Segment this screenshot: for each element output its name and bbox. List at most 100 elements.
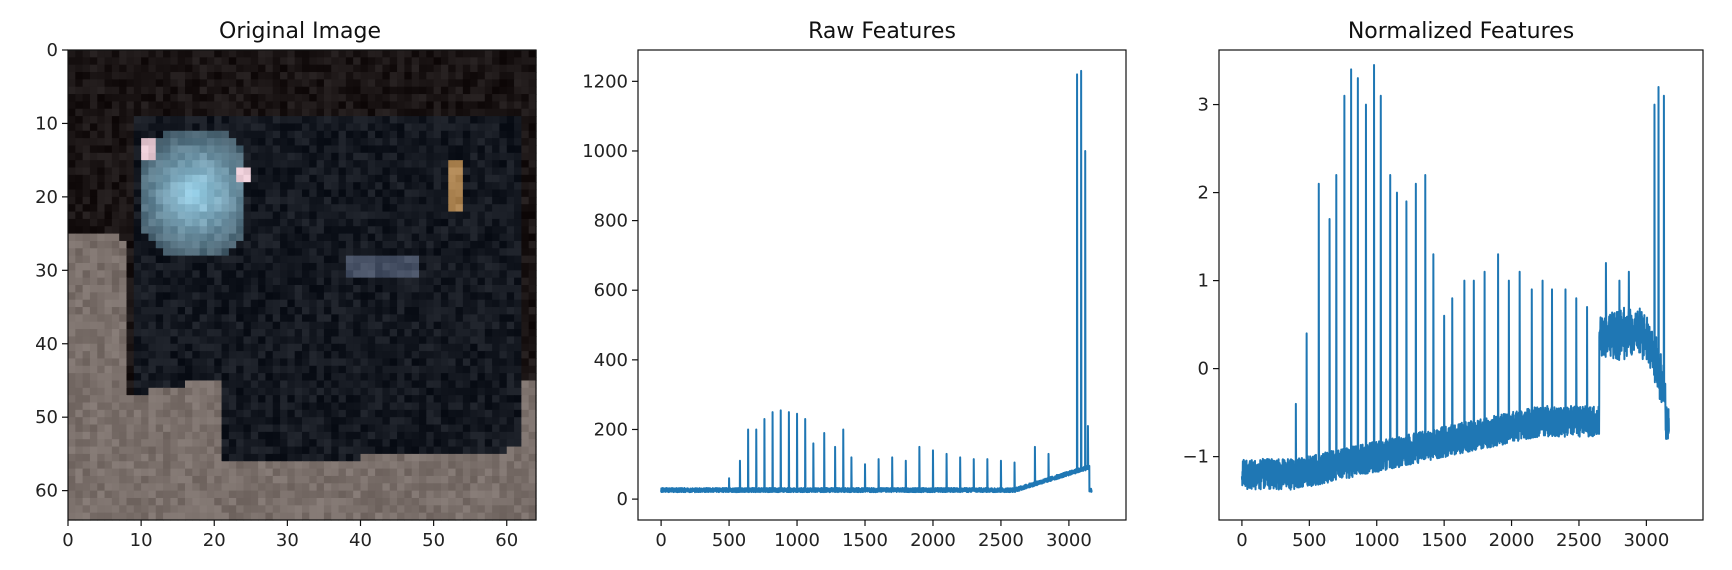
image-pixel	[199, 424, 208, 433]
image-pixel	[133, 439, 142, 448]
image-pixel	[155, 94, 164, 103]
image-pixel	[228, 373, 237, 382]
image-pixel	[214, 240, 223, 249]
image-pixel	[521, 174, 530, 183]
image-pixel	[68, 358, 76, 367]
image-pixel	[170, 395, 179, 404]
image-pixel	[104, 218, 113, 227]
image-pixel	[89, 307, 98, 315]
image-pixel	[68, 108, 76, 117]
image-pixel	[97, 314, 106, 323]
image-pixel	[455, 240, 464, 249]
image-pixel	[97, 461, 106, 470]
image-pixel	[367, 373, 376, 382]
image-pixel	[389, 453, 398, 462]
image-pixel	[323, 380, 332, 389]
image-pixel	[426, 351, 435, 360]
image-pixel	[236, 79, 245, 88]
image-pixel	[97, 270, 106, 279]
image-pixel	[236, 395, 245, 404]
image-pixel	[345, 240, 354, 249]
image-pixel	[236, 233, 245, 242]
image-pixel	[397, 395, 405, 404]
image-pixel	[214, 152, 223, 161]
image-pixel	[492, 152, 501, 161]
image-pixel	[338, 475, 347, 484]
image-pixel	[433, 101, 442, 110]
image-pixel	[404, 424, 413, 433]
image-pixel	[397, 130, 405, 139]
image-pixel	[294, 174, 303, 183]
image-pixel	[294, 86, 303, 95]
image-pixel	[360, 512, 369, 521]
image-pixel	[331, 321, 340, 330]
image-pixel	[97, 307, 106, 315]
image-pixel	[455, 130, 464, 139]
image-pixel	[250, 138, 259, 147]
image-pixel	[426, 373, 435, 382]
image-pixel	[448, 343, 457, 352]
image-pixel	[280, 94, 288, 103]
image-pixel	[360, 79, 369, 88]
image-pixel	[309, 123, 318, 132]
image-pixel	[155, 343, 164, 352]
image-pixel	[111, 439, 120, 448]
image-pixel	[484, 314, 493, 323]
image-pixel	[389, 233, 398, 242]
image-pixel	[185, 285, 193, 293]
image-pixel	[323, 218, 332, 227]
image-pixel	[177, 446, 186, 455]
image-pixel	[499, 505, 508, 514]
x-tick-label: 2500	[978, 530, 1024, 551]
image-pixel	[367, 461, 376, 470]
image-pixel	[170, 211, 179, 220]
image-pixel	[514, 57, 522, 66]
image-pixel	[265, 461, 274, 470]
image-pixel	[338, 402, 347, 411]
image-pixel	[221, 152, 230, 161]
image-pixel	[141, 431, 150, 440]
image-pixel	[294, 218, 303, 227]
image-pixel	[419, 240, 427, 249]
image-pixel	[141, 490, 150, 499]
image-pixel	[272, 395, 281, 404]
image-pixel	[111, 395, 120, 404]
image-pixel	[345, 248, 354, 257]
image-pixel	[104, 358, 113, 367]
image-pixel	[448, 174, 457, 183]
image-pixel	[294, 204, 303, 213]
image-pixel	[448, 226, 457, 235]
image-pixel	[141, 101, 150, 110]
image-pixel	[499, 182, 508, 191]
image-pixel	[528, 490, 537, 499]
image-pixel	[440, 189, 449, 198]
image-pixel	[462, 446, 471, 455]
image-pixel	[294, 468, 303, 477]
image-pixel	[353, 483, 362, 492]
image-pixel	[272, 116, 281, 125]
image-pixel	[448, 57, 457, 66]
image-pixel	[104, 160, 113, 169]
image-pixel	[440, 79, 449, 88]
image-pixel	[192, 218, 201, 227]
image-pixel	[389, 123, 398, 132]
image-pixel	[448, 182, 457, 191]
image-pixel	[404, 490, 413, 499]
image-pixel	[440, 160, 449, 169]
image-pixel	[68, 211, 76, 220]
image-pixel	[272, 343, 281, 352]
image-pixel	[258, 101, 267, 110]
image-pixel	[521, 497, 530, 506]
image-pixel	[367, 255, 376, 264]
image-pixel	[433, 123, 442, 132]
image-pixel	[148, 505, 157, 514]
image-pixel	[294, 211, 303, 220]
image-pixel	[155, 329, 164, 338]
image-pixel	[521, 50, 530, 58]
image-pixel	[389, 72, 398, 80]
image-pixel	[155, 358, 164, 367]
image-pixel	[82, 314, 91, 323]
image-pixel	[506, 358, 515, 367]
image-pixel	[243, 204, 252, 213]
image-pixel	[345, 138, 354, 147]
